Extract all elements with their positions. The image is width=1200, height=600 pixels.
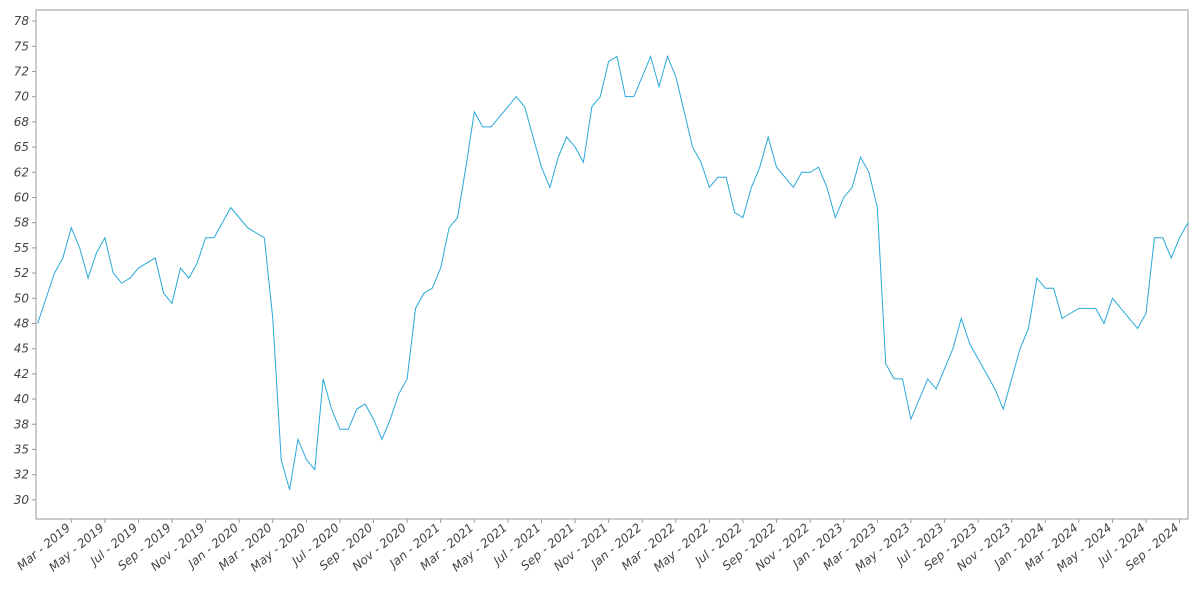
y-tick-label: 68	[14, 115, 30, 129]
y-tick-label: 30	[14, 493, 30, 507]
y-tick-label: 48	[14, 316, 30, 330]
y-tick-label: 72	[14, 64, 29, 78]
y-tick-label: 78	[14, 14, 30, 28]
y-tick-label: 50	[14, 291, 30, 305]
y-tick-label: 75	[14, 39, 29, 53]
y-tick-label: 40	[14, 392, 30, 406]
line-series	[37, 54, 1189, 490]
y-tick-label: 65	[14, 140, 29, 154]
y-tick-label: 38	[14, 417, 30, 431]
y-tick-label: 35	[14, 442, 29, 456]
y-tick-label: 70	[14, 90, 30, 104]
y-tick-label: 60	[14, 190, 30, 204]
plot-frame	[35, 9, 1189, 520]
y-tick-label: 62	[14, 165, 29, 179]
y-tick-label: 42	[14, 367, 29, 381]
y-tick-label: 32	[14, 468, 29, 482]
y-tick-label: 58	[14, 216, 30, 230]
y-tick-label: 45	[14, 342, 29, 356]
y-tick-label: 55	[14, 241, 29, 255]
y-tick-label: 52	[14, 266, 29, 280]
